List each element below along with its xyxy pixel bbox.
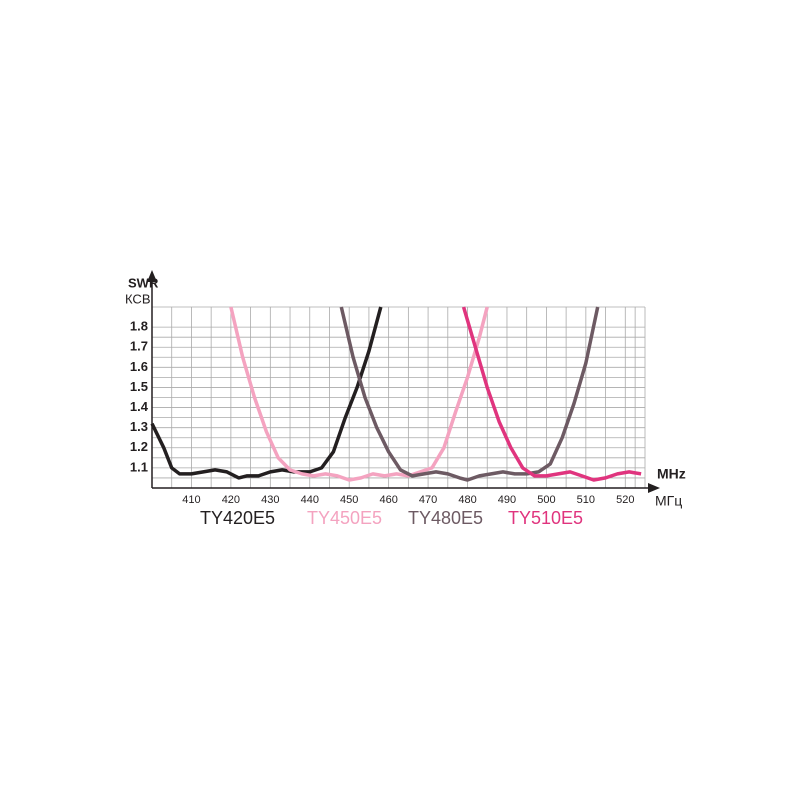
y-tick-label: 1.1 xyxy=(130,459,148,474)
x-tick-label: 450 xyxy=(340,494,358,506)
x-axis-arrow xyxy=(648,483,660,493)
legend-entry: TY420E5 xyxy=(200,508,275,528)
x-tick-label: 520 xyxy=(616,494,634,506)
y-tick-label: 1.2 xyxy=(130,439,148,454)
x-tick-label: 470 xyxy=(419,494,437,506)
x-tick-label: 510 xyxy=(577,494,595,506)
y-tick-label: 1.6 xyxy=(130,359,148,374)
y-tick-label: 1.3 xyxy=(130,419,148,434)
x-tick-label: 460 xyxy=(379,494,397,506)
y-tick-label: 1.5 xyxy=(130,379,148,394)
x-tick-label: 410 xyxy=(182,494,200,506)
x-tick-label: 500 xyxy=(537,494,555,506)
x-tick-label: 490 xyxy=(498,494,516,506)
series-line xyxy=(229,306,489,482)
x-tick-label: 420 xyxy=(222,494,240,506)
series-line xyxy=(150,306,383,480)
series-line xyxy=(339,306,600,482)
y-tick-label: 1.8 xyxy=(130,319,148,334)
y-axis-arrow xyxy=(147,270,157,282)
legend-entry: TY480E5 xyxy=(408,508,483,528)
series-line xyxy=(461,306,642,482)
x-tick-label: 440 xyxy=(301,494,319,506)
x-tick-label: 480 xyxy=(458,494,476,506)
y-tick-label: 1.7 xyxy=(130,339,148,354)
legend-entry: TY450E5 xyxy=(307,508,382,528)
y-axis-label-alt: КСВ xyxy=(125,291,151,306)
x-tick-label: 430 xyxy=(261,494,279,506)
x-axis-label-alt: МГц xyxy=(655,493,682,509)
x-axis-label: MHz xyxy=(657,466,686,482)
legend-entry: TY510E5 xyxy=(508,508,583,528)
y-tick-label: 1.4 xyxy=(130,399,149,414)
